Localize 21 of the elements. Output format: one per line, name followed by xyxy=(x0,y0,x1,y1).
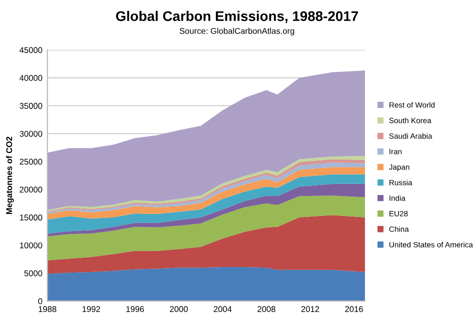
x-tick-label: 2004 xyxy=(214,306,232,312)
y-tick-label: 20000 xyxy=(20,186,42,193)
y-tick-label: 40000 xyxy=(20,75,42,81)
x-tick-label: 2000 xyxy=(170,306,188,312)
y-tick-label: 30000 xyxy=(20,130,42,137)
y-tick-label: 25000 xyxy=(20,158,42,165)
x-tick-label: 2008 xyxy=(258,306,276,312)
y-tick-label: 45000 xyxy=(20,47,42,54)
chart-subtitle: Source: GlobalCarbonAtlas.org xyxy=(180,28,294,36)
y-axis-title: Megatonnes of CO2 xyxy=(6,136,14,214)
y-tick-label: 5000 xyxy=(24,270,42,276)
y-tick-label: 0 xyxy=(38,298,42,304)
y-tick-label: 15000 xyxy=(20,214,42,220)
x-tick-label: 1992 xyxy=(82,306,100,312)
x-tick-label: 1988 xyxy=(38,306,56,312)
y-tick-label: 10000 xyxy=(20,242,42,248)
x-tick-label: 2016 xyxy=(345,306,363,312)
x-tick-label: 2012 xyxy=(301,306,320,312)
chart-title: Global Carbon Emissions, 1988-2017 xyxy=(116,10,358,24)
x-tick-label: 1996 xyxy=(126,306,144,312)
y-tick-label: 35000 xyxy=(20,102,42,109)
